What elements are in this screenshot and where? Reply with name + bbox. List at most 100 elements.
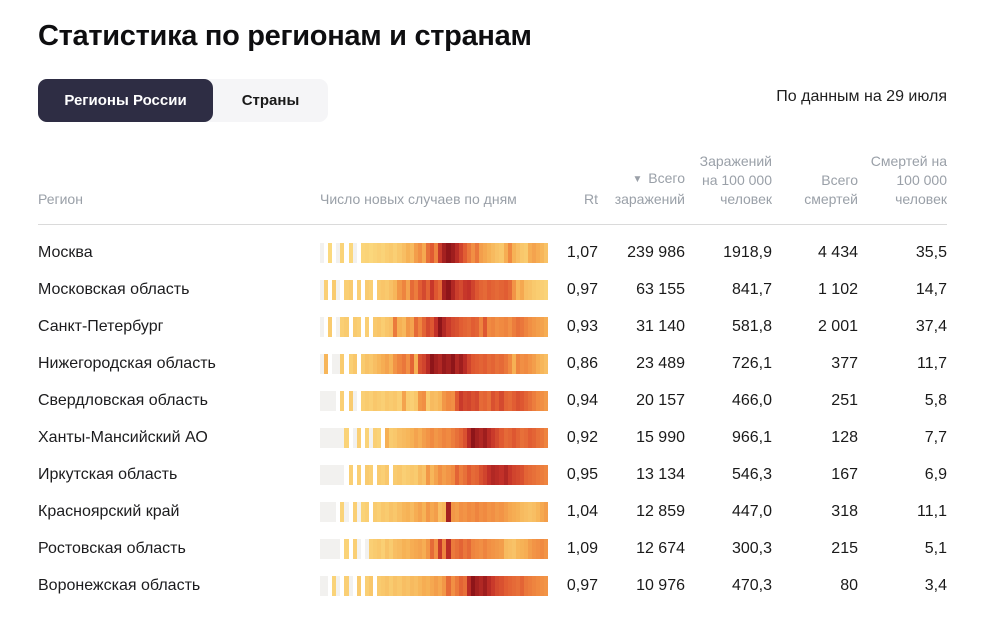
heatmap-stripe: [344, 538, 349, 559]
heatmap-stripe: [332, 464, 337, 485]
heatmap-stripe: [324, 353, 329, 374]
tab-russian-regions[interactable]: Регионы России: [38, 79, 213, 122]
heatmap-stripe: [348, 390, 353, 411]
heatmap-stripe: [466, 464, 471, 485]
total-cases-value: 23 489: [636, 354, 685, 372]
heatmap-stripe: [389, 427, 394, 448]
heatmap-stripe: [536, 279, 541, 300]
header-deaths-per-100k[interactable]: Смертей на 100 000 человек: [870, 153, 947, 207]
heatmap-stripe: [397, 427, 402, 448]
heatmap-stripe: [328, 390, 333, 411]
total-cases-value: 239 986: [627, 243, 685, 261]
rt-value: 1,07: [566, 243, 598, 261]
heatmap-stripe: [348, 538, 353, 559]
heatmap-stripe: [426, 538, 431, 559]
heatmap-stripe: [373, 353, 378, 374]
header-total-cases[interactable]: ▼ Всего заражений: [598, 169, 685, 209]
heatmap-stripe: [328, 242, 333, 263]
heatmap-stripe: [495, 279, 500, 300]
heatmap-stripe: [507, 575, 512, 596]
heatmap-stripe: [540, 538, 545, 559]
rt-value: 0,97: [566, 280, 598, 298]
heatmap-stripe: [470, 575, 475, 596]
heatmap-stripe: [434, 464, 439, 485]
heatmap-stripe: [532, 316, 537, 337]
heatmap-stripe: [405, 279, 410, 300]
daily-cases-cell: [320, 427, 548, 448]
heatmap-stripe: [332, 427, 337, 448]
heatmap-stripe: [511, 390, 516, 411]
heatmap-stripe: [377, 538, 382, 559]
heatmap-stripe: [373, 279, 378, 300]
heatmap-stripe: [438, 316, 443, 337]
total-cases-value: 15 990: [636, 428, 685, 446]
heatmap-stripe: [324, 390, 329, 411]
heatmap-stripe: [540, 464, 545, 485]
heatmap-stripe: [348, 427, 353, 448]
heatmap-stripe: [364, 538, 369, 559]
heatmap-stripe: [430, 538, 435, 559]
heatmap-stripe: [364, 390, 369, 411]
daily-cases-heatmap: [320, 575, 548, 596]
heatmap-stripe: [381, 501, 386, 522]
heatmap-stripe: [527, 427, 533, 448]
total-deaths-value: 318: [831, 502, 858, 520]
tab-countries[interactable]: Страны: [213, 79, 328, 122]
heatmap-stripe: [381, 279, 386, 300]
heatmap-stripe: [491, 464, 496, 485]
heatmap-stripe: [340, 279, 345, 300]
heatmap-stripe: [385, 316, 390, 337]
heatmap-stripe: [320, 501, 325, 522]
heatmap-stripe: [356, 316, 361, 337]
heatmap-stripe: [519, 464, 524, 485]
heatmap-stripe: [426, 316, 431, 337]
heatmap-stripe: [389, 390, 394, 411]
heatmap-stripe: [499, 353, 504, 374]
table-row: Ростовская область 1,09 12 674 300,3 215 5,1: [38, 530, 947, 567]
heatmap-stripe: [324, 501, 329, 522]
heatmap-stripe: [368, 427, 374, 448]
heatmap-stripe: [483, 353, 488, 374]
heatmap-stripe: [544, 316, 548, 337]
total-cases-value: 12 674: [636, 539, 685, 557]
header-rt[interactable]: Rt: [584, 191, 598, 207]
table-header-row: Регион Число новых случаев по дням Rt ▼ …: [38, 152, 947, 225]
heatmap-stripe: [328, 316, 333, 337]
heatmap-stripe: [340, 316, 345, 337]
heatmap-stripe: [381, 427, 386, 448]
heatmap-stripe: [483, 427, 488, 448]
heatmap-stripe: [434, 242, 439, 263]
heatmap-stripe: [446, 464, 451, 485]
heatmap-stripe: [499, 316, 504, 337]
heatmap-stripe: [360, 390, 365, 411]
heatmap-stripe: [532, 501, 537, 522]
cases-per-100k-value: 466,0: [731, 391, 772, 409]
heatmap-stripe: [438, 353, 443, 374]
header-cases-per-100k[interactable]: Заражений на 100 000 человек: [699, 153, 772, 207]
heatmap-stripe: [413, 390, 418, 411]
heatmap-stripe: [368, 575, 374, 596]
header-total-deaths[interactable]: Всего смертей: [804, 172, 858, 207]
heatmap-stripe: [479, 316, 484, 337]
heatmap-stripe: [442, 242, 447, 263]
heatmap-stripe: [507, 538, 512, 559]
heatmap-stripe: [397, 390, 402, 411]
heatmap-stripe: [532, 242, 537, 263]
heatmap-stripe: [336, 538, 341, 559]
heatmap-stripe: [483, 242, 488, 263]
heatmap-stripe: [470, 279, 475, 300]
heatmap-stripe: [336, 279, 341, 300]
heatmap-stripe: [450, 501, 455, 522]
heatmap-stripe: [344, 242, 349, 263]
heatmap-stripe: [523, 538, 528, 559]
heatmap-stripe: [536, 464, 541, 485]
heatmap-stripe: [352, 353, 357, 374]
heatmap-stripe: [413, 427, 418, 448]
heatmap-stripe: [499, 538, 504, 559]
heatmap-stripe: [401, 279, 406, 300]
heatmap-stripe: [495, 316, 500, 337]
heatmap-stripe: [405, 464, 410, 485]
heatmap-stripe: [470, 501, 475, 522]
table-body: Москва 1,07 239 986 1918,9 4 434 35,5 Московск…: [38, 225, 947, 604]
sort-desc-icon: ▼: [632, 174, 643, 185]
